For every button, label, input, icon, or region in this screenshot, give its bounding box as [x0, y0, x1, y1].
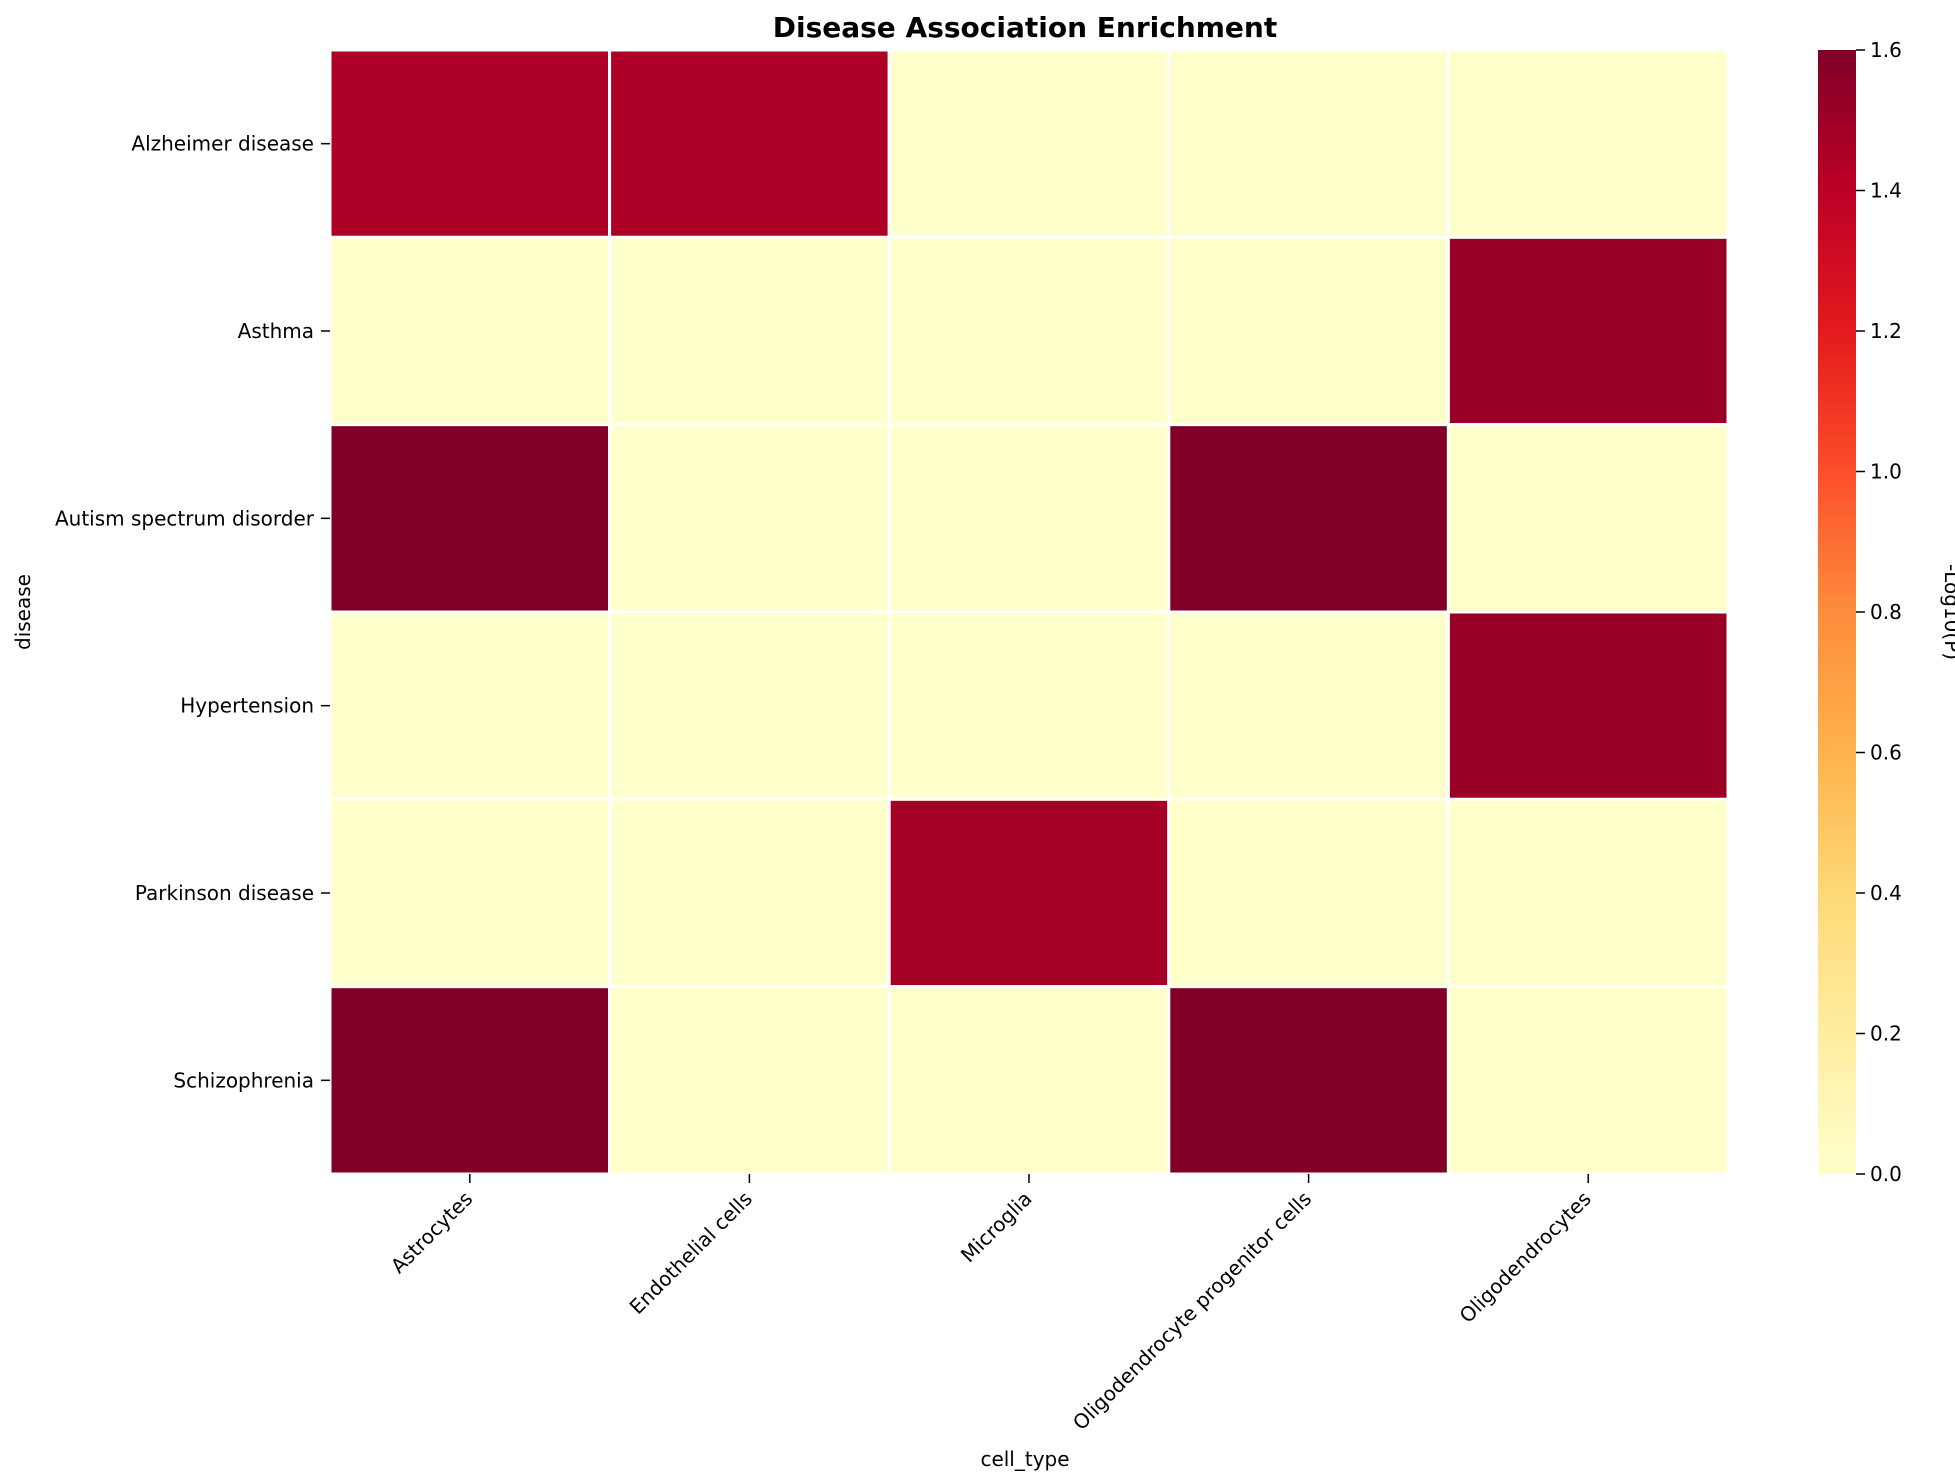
y-tick-label: Parkinson disease	[135, 881, 314, 905]
heatmap-cell	[1167, 48, 1450, 239]
heatmap-cell	[608, 985, 891, 1176]
x-tick-label: Endothelial cells	[625, 1187, 757, 1319]
heatmap-cell	[328, 235, 612, 427]
heatmap-cell	[1446, 797, 1730, 989]
colorbar-ticks: 0.0 0.2 0.4 0.6 0.8 1.0 1.2 1.4 1.6	[1856, 38, 1902, 1186]
y-axis-ticks: Alzheimer disease Asthma Autism spectrum d…	[55, 132, 330, 1092]
y-tick-label: Alzheimer disease	[131, 132, 314, 156]
colorbar-gradient	[1818, 50, 1856, 1174]
y-tick-label: Asthma	[238, 319, 314, 343]
colorbar-tick-label: 0.0	[1870, 1162, 1902, 1186]
heatmap-cell	[608, 423, 891, 614]
heatmap-cells	[328, 48, 1730, 1176]
y-tick-label: Autism spectrum disorder	[55, 506, 315, 530]
heatmap-cell	[887, 610, 1171, 801]
heatmap-cell	[1446, 235, 1730, 427]
x-tick-label: Oligodendrocytes	[1455, 1187, 1596, 1328]
heatmap-cell	[328, 610, 612, 801]
heatmap-cell	[608, 797, 891, 989]
heatmap-cell	[1167, 985, 1450, 1176]
heatmap-cell	[1446, 610, 1730, 801]
heatmap-cell	[887, 48, 1171, 239]
heatmap-cell	[887, 423, 1171, 614]
colorbar-tick-label: 1.6	[1870, 38, 1902, 62]
y-tick-label: Schizophrenia	[173, 1068, 314, 1092]
x-axis-ticks: Astrocytes Endothelial cells Microglia Olig…	[386, 1174, 1596, 1435]
heatmap-cell	[608, 235, 891, 427]
heatmap-cell	[328, 985, 612, 1176]
x-tick-label: Astrocytes	[386, 1187, 477, 1278]
colorbar-tick-label: 0.6	[1870, 741, 1902, 765]
x-axis-label: cell_type	[980, 1447, 1069, 1471]
heatmap-cell	[328, 423, 612, 614]
heatmap-cell	[1446, 423, 1730, 614]
heatmap-cell	[1167, 610, 1450, 801]
chart-title: Disease Association Enrichment	[773, 11, 1278, 44]
heatmap-cell	[328, 48, 612, 239]
heatmap-cell	[887, 235, 1171, 427]
heatmap-cell	[1167, 423, 1450, 614]
heatmap-cell	[1167, 235, 1450, 427]
colorbar: 0.0 0.2 0.4 0.6 0.8 1.0 1.2 1.4 1.6 -Log10(P)	[1818, 38, 1955, 1186]
heatmap-cell	[1446, 985, 1730, 1176]
colorbar-tick-label: 0.2	[1870, 1022, 1902, 1046]
heatmap-cell	[887, 985, 1171, 1176]
heatmap-cell	[328, 797, 612, 989]
heatmap-cell	[887, 797, 1171, 989]
heatmap-cell	[608, 48, 891, 239]
colorbar-tick-label: 0.4	[1870, 881, 1902, 905]
x-tick-label: Oligodendrocyte progenitor cells	[1068, 1187, 1316, 1435]
heatmap-cell	[1167, 797, 1450, 989]
x-tick-label: Microglia	[956, 1187, 1037, 1268]
colorbar-tick-label: 1.4	[1870, 179, 1902, 203]
colorbar-tick-label: 1.0	[1870, 460, 1902, 484]
heatmap-cell	[608, 610, 891, 801]
y-axis-label: disease	[11, 574, 35, 650]
colorbar-label: -Log10(P)	[1940, 564, 1955, 660]
heatmap-cell	[1446, 48, 1730, 239]
colorbar-tick-label: 0.8	[1870, 600, 1902, 624]
y-tick-label: Hypertension	[180, 694, 314, 718]
colorbar-tick-label: 1.2	[1870, 319, 1902, 343]
